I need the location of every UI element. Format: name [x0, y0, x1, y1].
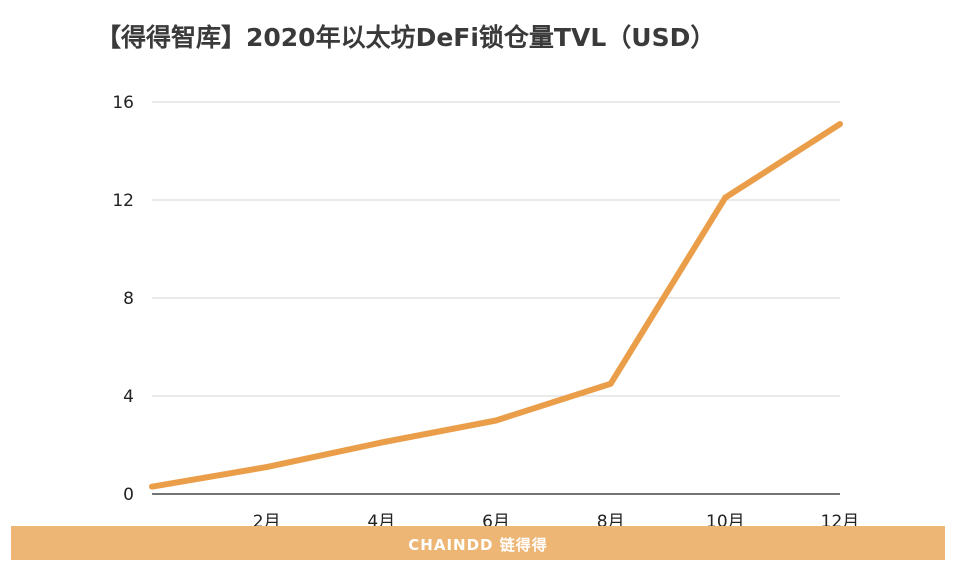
- data-point: [722, 194, 729, 201]
- footer-banner: CHAINDD 链得得: [11, 526, 945, 560]
- data-point: [149, 483, 155, 490]
- y-tick-label: 8: [123, 289, 134, 309]
- chart-title: 【得得智库】2020年以太坊DeFi锁仓量TVL（USD）: [96, 23, 716, 52]
- data-point: [607, 380, 614, 387]
- y-tick-label: 12: [112, 191, 134, 211]
- data-point: [263, 464, 270, 471]
- data-point: [378, 439, 385, 446]
- brand-watermark: CHAINDD 链得得: [408, 536, 548, 554]
- y-tick-label: 4: [123, 387, 134, 407]
- series-line: [151, 121, 842, 490]
- y-tick-label: 0: [123, 485, 134, 505]
- data-point: [493, 417, 499, 424]
- y-tick-label: 16: [112, 93, 134, 113]
- data-point: [837, 121, 843, 128]
